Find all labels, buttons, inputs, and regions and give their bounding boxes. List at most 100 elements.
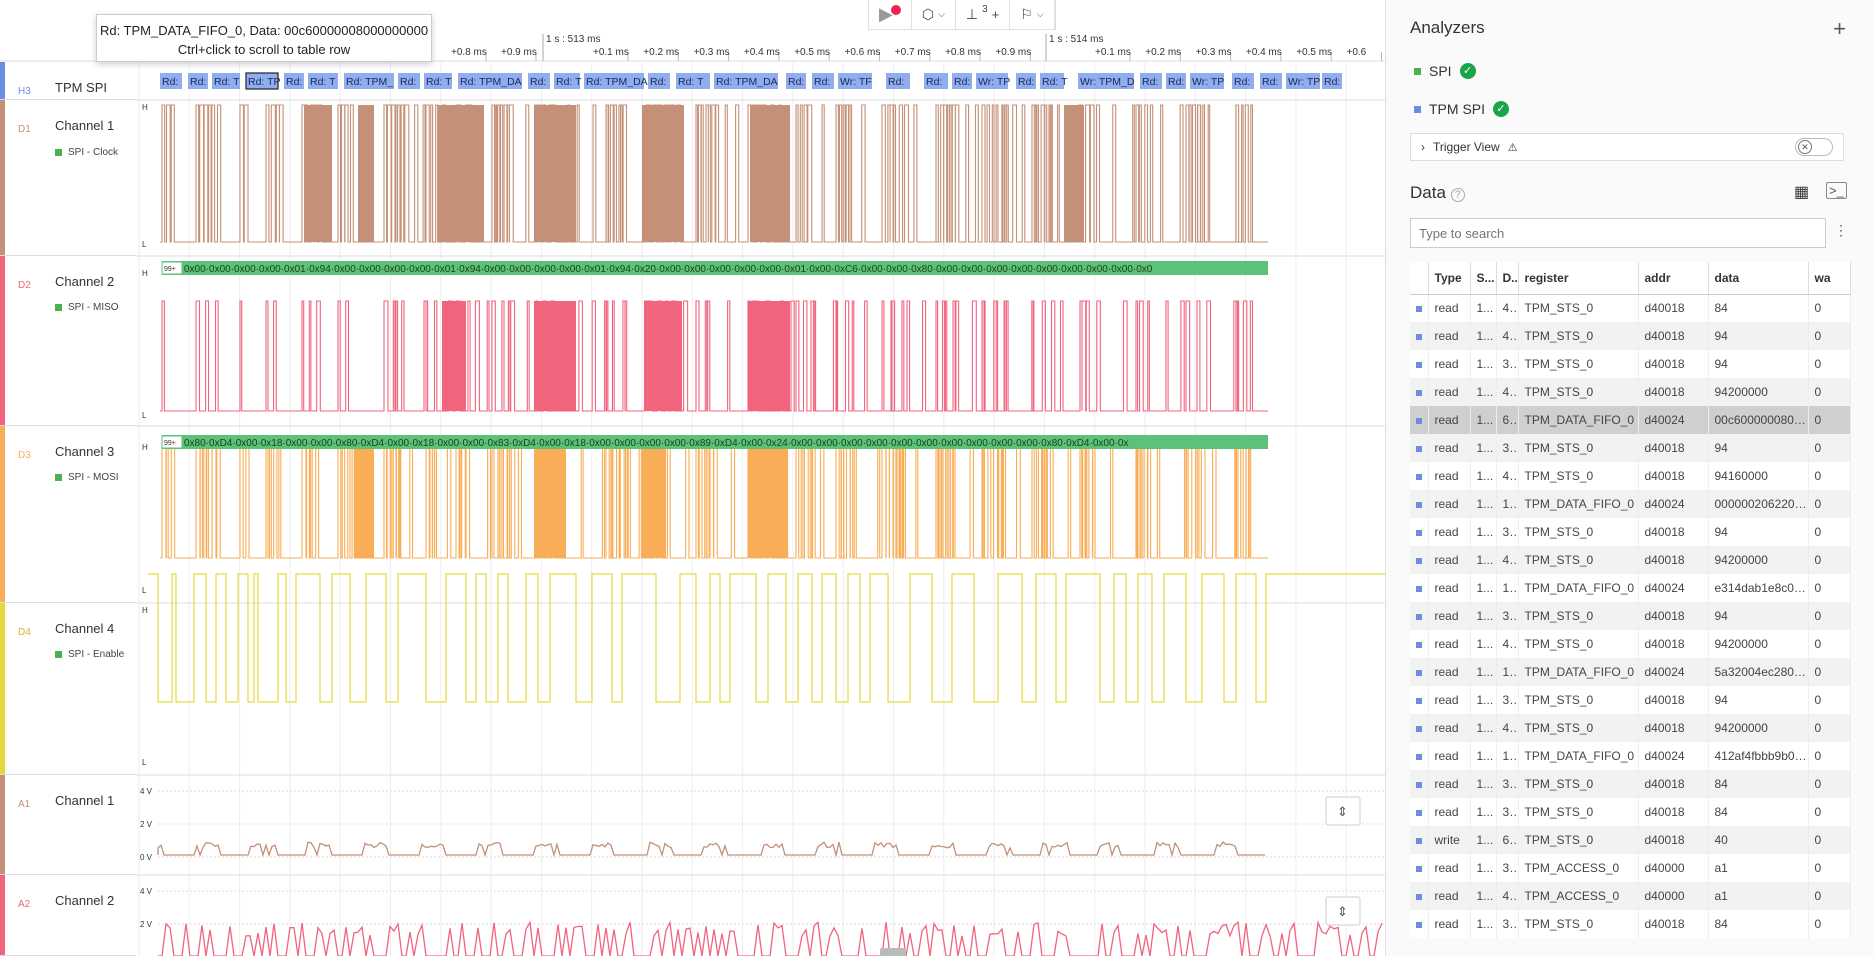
table-cell: 4... — [1496, 630, 1519, 658]
table-row[interactable]: read 1... 4... TPM_STS_0 d40018 94200000 0 — [1410, 630, 1851, 658]
terminal-view-button[interactable]: >_ — [1826, 182, 1847, 199]
tpm-frame[interactable]: Rd: T — [212, 73, 240, 89]
tpm-frame[interactable]: Rd: — [952, 73, 972, 89]
lane-a2[interactable]: A2 Channel 2 — [0, 875, 136, 956]
mosi-decode-bar[interactable] — [162, 435, 1268, 449]
tpm-frame[interactable]: Rd: — [1232, 73, 1254, 89]
table-row[interactable]: read 1... 3... TPM_STS_0 d40018 94 0 — [1410, 602, 1851, 630]
start-capture-button[interactable]: ▶ — [869, 0, 912, 30]
analyzer-spi[interactable]: SPI ✓ — [1414, 63, 1476, 79]
table-cell: read — [1428, 350, 1471, 378]
table-row[interactable]: read 1... 3... TPM_STS_0 d40018 94 0 — [1410, 434, 1851, 462]
tpm-frame[interactable]: Rd: — [886, 73, 910, 89]
table-row[interactable]: read 1... 1... TPM_DATA_FIFO_0 d40024 0000002… — [1410, 490, 1851, 518]
lane-d2[interactable]: D2 Channel 2 SPI - MISO — [0, 256, 136, 426]
tpm-frame[interactable]: Rd: — [160, 73, 182, 89]
tpm-frame[interactable]: Rd: TPM_ — [344, 73, 394, 89]
tpm-frame[interactable]: Wr: TPM_D — [1078, 73, 1135, 89]
tpm-frame[interactable]: Rd: TPM_DA — [458, 73, 522, 89]
search-input[interactable] — [1410, 218, 1826, 248]
column-header[interactable]: Type — [1428, 262, 1471, 295]
table-view-button[interactable]: ▦ — [1794, 184, 1810, 201]
tpm-frame[interactable]: Rd: TP — [245, 72, 280, 90]
table-row[interactable]: read 1... 3... TPM_STS_0 d40018 94 0 — [1410, 518, 1851, 546]
add-analyzer-button[interactable]: + — [1833, 16, 1846, 41]
column-header[interactable]: data — [1708, 262, 1809, 295]
table-cell: 1... — [1470, 322, 1497, 350]
table-row[interactable]: read 1... 3... TPM_STS_0 d40018 84 0 — [1410, 798, 1851, 826]
tpm-frame-label: Rd: — [286, 76, 302, 88]
column-header[interactable]: wa — [1808, 262, 1851, 295]
waveform-view[interactable]: 1 s : 513 ms 1 s : 514 ms +0.8 ms +0.9 ms… — [0, 0, 1385, 956]
tpm-frame[interactable]: Rd: — [812, 73, 834, 89]
lane-d4[interactable]: D4 Channel 4 SPI - Enable — [0, 603, 136, 775]
tpm-frame[interactable]: Rd: — [1260, 73, 1282, 89]
table-row[interactable]: read 1... 4... TPM_ACCESS_0 d40000 a1 0 — [1410, 882, 1851, 910]
time-ruler[interactable]: 1 s : 513 ms 1 s : 514 ms +0.8 ms +0.9 ms… — [0, 0, 1385, 62]
tpm-frame[interactable]: Rd: TPM_DA — [584, 73, 648, 89]
table-row[interactable]: read 1... 3... TPM_STS_0 d40018 84 0 — [1410, 910, 1851, 938]
tpm-frame[interactable]: Rd: — [648, 73, 670, 89]
add-marker-button[interactable]: ⚐ ⌵ — [1010, 0, 1055, 30]
signal-canvas[interactable]: Rd: Rd: Rd: T Rd: TP Rd: Rd: T Rd: TPM_ Rd: Rd: … — [136, 62, 1385, 956]
analyzer-color-icon — [1416, 390, 1422, 396]
tpm-frame[interactable]: Wr: TF — [838, 73, 872, 89]
tooltip-frame-info: Rd: TPM_DATA_FIFO_0, Data: 00c6000000800… — [99, 23, 429, 38]
tpm-frame[interactable]: Rd: — [924, 73, 948, 89]
analyzer-color-icon — [1416, 530, 1422, 536]
tpm-frame[interactable]: Rd: — [188, 73, 208, 89]
trigger-view-row[interactable]: › Trigger View ⚠ ✕ — [1410, 133, 1844, 161]
tpm-frame[interactable]: Rd: T — [424, 73, 452, 89]
table-row[interactable]: read 1... 1... TPM_DATA_FIFO_0 d40024 e314dab… — [1410, 574, 1851, 602]
add-measurement-button[interactable]: ⊥ 3 + — [956, 0, 1011, 30]
tpm-frame[interactable]: Rd: — [1322, 73, 1342, 89]
column-header[interactable]: S... — [1470, 262, 1497, 295]
more-options-icon[interactable]: ⋮ — [1834, 222, 1848, 238]
tpm-frame[interactable]: Rd: — [786, 73, 806, 89]
tpm-frame[interactable]: Rd: — [1140, 73, 1162, 89]
analyzer-tpm-spi[interactable]: TPM SPI ✓ — [1414, 101, 1510, 117]
column-header[interactable]: register — [1518, 262, 1639, 295]
lane-d1[interactable]: D1 Channel 1 SPI - Clock — [0, 100, 136, 256]
tpm-frame[interactable]: Rd: — [1166, 73, 1186, 89]
autoscale-button[interactable]: ⇕ — [1325, 896, 1361, 926]
tpm-frame[interactable]: Rd: — [284, 73, 304, 89]
table-row[interactable]: read 1... 1... TPM_DATA_FIFO_0 d40024 412af4f… — [1410, 742, 1851, 770]
tpm-frame[interactable]: Wr: TP — [976, 73, 1010, 89]
table-row[interactable]: read 1... 4... TPM_STS_0 d40018 84 0 — [1410, 294, 1851, 322]
tpm-frame[interactable]: Rd: — [528, 73, 550, 89]
table-row[interactable]: read 1... 1... TPM_DATA_FIFO_0 d40024 5a32004… — [1410, 658, 1851, 686]
tpm-frame[interactable]: Wr: TP — [1190, 73, 1224, 89]
table-row[interactable]: read 1... 3... TPM_STS_0 d40018 84 0 — [1410, 770, 1851, 798]
table-row[interactable]: read 1... 4... TPM_STS_0 d40018 94 0 — [1410, 322, 1851, 350]
table-row[interactable]: read 1... 4... TPM_STS_0 d40018 94200000 0 — [1410, 714, 1851, 742]
tpm-frame[interactable]: Rd: T — [308, 73, 338, 89]
table-row[interactable]: read 1... 4... TPM_STS_0 d40018 94200000 0 — [1410, 546, 1851, 574]
tpm-frame[interactable]: Rd: T — [1040, 73, 1068, 89]
table-row[interactable]: read 1... 4... TPM_STS_0 d40018 94160000 0 — [1410, 462, 1851, 490]
trigger-view-toggle[interactable]: ✕ — [1795, 138, 1833, 156]
tpm-frame[interactable]: Rd: TPM_DA — [714, 73, 778, 89]
table-row[interactable]: read 1... 3... TPM_ACCESS_0 d40000 a1 0 — [1410, 854, 1851, 882]
capture-settings-button[interactable]: ⬡ ⌵ — [912, 0, 956, 30]
tpm-frame[interactable]: Rd: — [398, 73, 420, 89]
column-header[interactable]: addr — [1638, 262, 1709, 295]
lane-h3[interactable]: H3 TPM SPI — [0, 62, 136, 100]
lane-d3[interactable]: D3 Channel 3 SPI - MOSI — [0, 426, 136, 603]
table-row[interactable]: read 1... 3... TPM_STS_0 d40018 94 0 — [1410, 350, 1851, 378]
table-row[interactable]: read 1... 4... TPM_STS_0 d40018 94200000 0 — [1410, 378, 1851, 406]
horizontal-scrollbar[interactable] — [880, 948, 906, 956]
miso-decode-bar[interactable] — [162, 261, 1268, 275]
tpm-frame[interactable]: Rd: T — [554, 73, 582, 89]
autoscale-button[interactable]: ⇕ — [1325, 796, 1361, 826]
table-cell: read — [1428, 882, 1471, 910]
minor-tick: +0.2 ms — [1145, 47, 1181, 58]
tpm-frame[interactable]: Rd: — [1016, 73, 1036, 89]
table-row[interactable]: read 1... 6... TPM_DATA_FIFO_0 d40024 00c6000… — [1410, 406, 1851, 434]
column-header[interactable]: D... — [1496, 262, 1519, 295]
tpm-frame[interactable]: Wr: TP — [1286, 73, 1320, 89]
table-row[interactable]: read 1... 3... TPM_STS_0 d40018 94 0 — [1410, 686, 1851, 714]
table-row[interactable]: write 1... 6... TPM_STS_0 d40018 40 0 — [1410, 826, 1851, 854]
tpm-frame[interactable]: Rd: T — [676, 73, 710, 89]
lane-a1[interactable]: A1 Channel 1 — [0, 775, 136, 875]
